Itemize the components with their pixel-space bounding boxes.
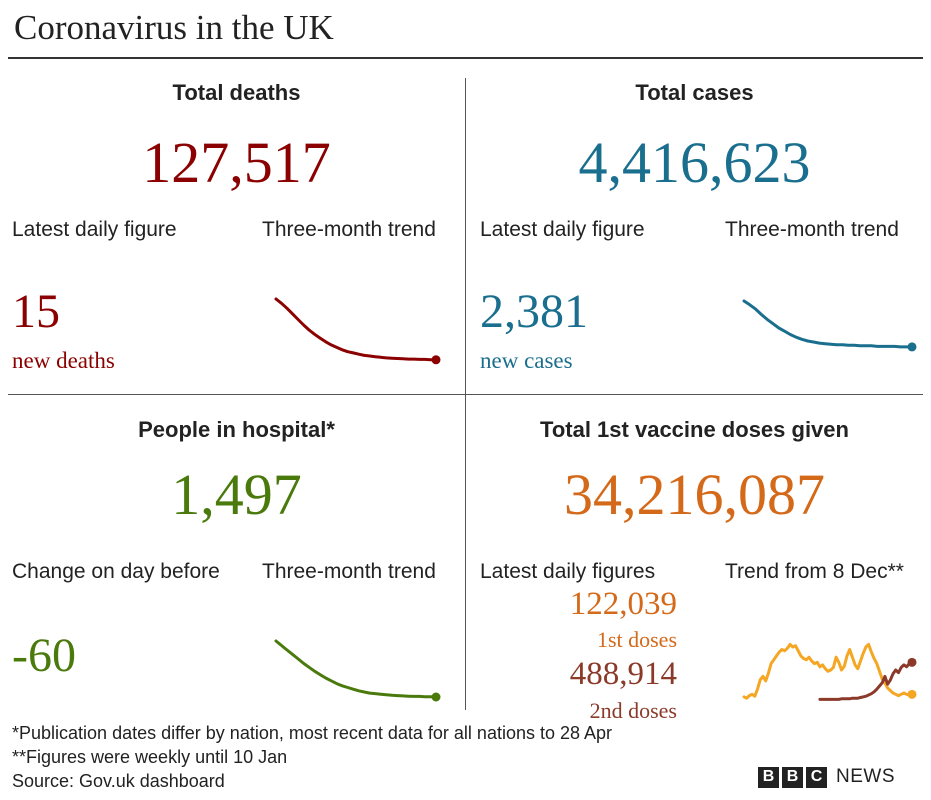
deaths-trend-endpoint bbox=[431, 355, 441, 365]
bbc-logo-letter: C bbox=[806, 766, 827, 788]
vaccine-trend-chart bbox=[742, 642, 917, 701]
vaccine-daily-label: Latest daily figures bbox=[480, 560, 656, 583]
cases-trend-label: Three-month trend bbox=[725, 218, 899, 241]
deaths-total: 127,517 bbox=[142, 130, 331, 195]
hospital-trend-chart bbox=[274, 639, 441, 702]
vaccine-second-label: 2nd doses bbox=[589, 698, 677, 723]
bbc-logo-letter: B bbox=[782, 766, 803, 788]
hospital-heading: People in hospital* bbox=[138, 417, 335, 442]
deaths-trend-line bbox=[274, 297, 438, 362]
deaths-daily-value: 15 bbox=[12, 285, 60, 338]
cases-daily-value: 2,381 bbox=[480, 285, 588, 338]
vaccine-heading: Total 1st vaccine doses given bbox=[540, 417, 849, 442]
deaths-daily-unit: new deaths bbox=[12, 348, 115, 373]
vaccine-second-value: 488,914 bbox=[569, 656, 677, 692]
hospital-trend-endpoint bbox=[431, 692, 441, 702]
title-divider bbox=[8, 57, 923, 59]
cases-heading: Total cases bbox=[635, 80, 754, 105]
first-dose-trend-endpoint bbox=[907, 689, 917, 699]
horizontal-divider bbox=[8, 394, 923, 395]
deaths-daily-label: Latest daily figure bbox=[12, 218, 177, 241]
bbc-logo-letter: B bbox=[758, 766, 779, 788]
hospital-daily-label: Change on day before bbox=[12, 560, 220, 583]
hospital-trend-line bbox=[274, 639, 438, 699]
bbc-news-logo: B B C NEWS bbox=[758, 766, 895, 788]
cases-daily-unit: new cases bbox=[480, 348, 573, 373]
second-dose-trend-line bbox=[818, 660, 914, 701]
vaccine-total: 34,216,087 bbox=[564, 462, 825, 527]
vaccine-first-label: 1st doses bbox=[596, 627, 677, 652]
deaths-trend-label: Three-month trend bbox=[262, 218, 436, 241]
source-note: Source: Gov.uk dashboard bbox=[12, 771, 225, 791]
deaths-heading: Total deaths bbox=[172, 80, 301, 105]
footnote-publication: *Publication dates differ by nation, mos… bbox=[12, 723, 613, 743]
cases-trend-endpoint bbox=[907, 342, 917, 352]
page-title: Coronavirus in the UK bbox=[14, 8, 334, 47]
bbc-logo-news: NEWS bbox=[836, 766, 895, 787]
vaccine-first-value: 122,039 bbox=[569, 586, 677, 622]
cases-total: 4,416,623 bbox=[578, 130, 811, 195]
first-dose-trend-line bbox=[742, 642, 914, 700]
cases-trend-chart bbox=[742, 299, 917, 352]
deaths-trend-chart bbox=[274, 297, 441, 365]
footnote-weekly: **Figures were weekly until 10 Jan bbox=[12, 747, 288, 767]
hospital-total: 1,497 bbox=[171, 462, 302, 527]
second-dose-trend-endpoint bbox=[907, 657, 917, 667]
hospital-trend-label: Three-month trend bbox=[262, 560, 436, 583]
cases-trend-line bbox=[742, 299, 914, 349]
hospital-daily-value: -60 bbox=[12, 629, 76, 682]
vaccine-trend-label: Trend from 8 Dec** bbox=[725, 560, 904, 583]
cases-daily-label: Latest daily figure bbox=[480, 218, 645, 241]
